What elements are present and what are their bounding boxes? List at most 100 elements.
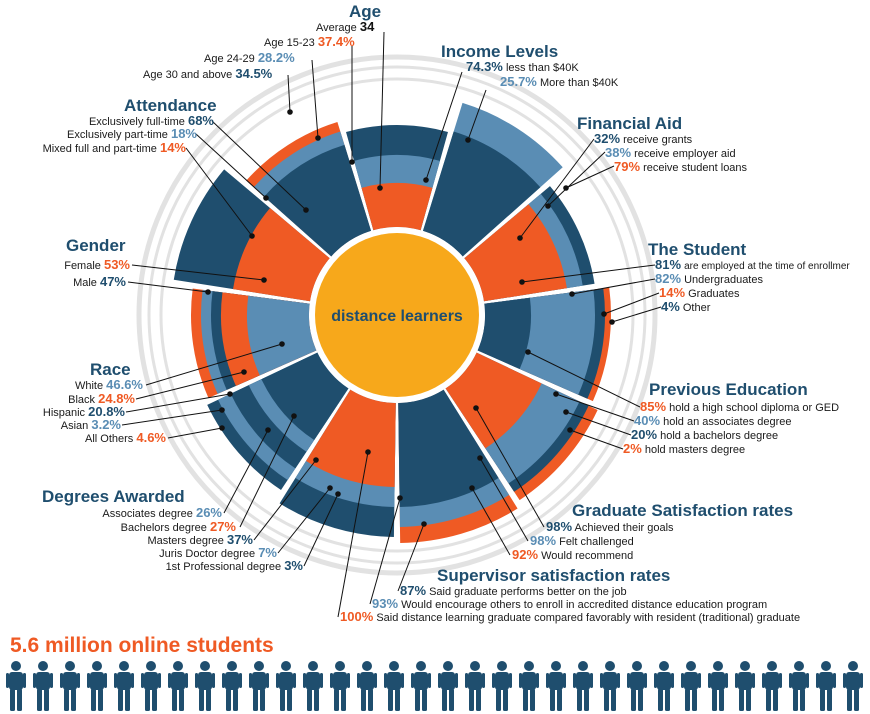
leader-line xyxy=(425,71,463,181)
person-head xyxy=(335,661,345,671)
person-head xyxy=(308,661,318,671)
wedge-segment xyxy=(445,352,542,449)
person-leg xyxy=(442,689,447,711)
person-torso xyxy=(252,672,266,690)
wedge-segment xyxy=(264,144,372,257)
gender-male-row: Male 47% xyxy=(73,275,126,290)
leader-dot xyxy=(553,391,559,397)
person-head xyxy=(227,661,237,671)
leader-line xyxy=(135,371,245,400)
leader-dot xyxy=(219,425,225,431)
category-title-income: Income Levels xyxy=(441,42,559,61)
item-label: Asian xyxy=(60,420,89,432)
person-torso xyxy=(846,672,860,690)
leader-line xyxy=(467,89,487,141)
person-icon xyxy=(600,661,620,711)
item-label: Age 24-29 xyxy=(204,53,255,65)
person-icon xyxy=(654,661,674,711)
age-15-23-row: Age 15-23 37.4% xyxy=(264,35,355,50)
person-arm xyxy=(357,673,360,688)
age-average-row: Average 34 xyxy=(316,20,374,35)
person-arm xyxy=(411,673,414,688)
person-leg xyxy=(692,689,697,711)
person-icon xyxy=(627,661,647,711)
item-label: 1st Professional degree xyxy=(165,561,282,573)
person-icon xyxy=(6,661,26,711)
center-circle xyxy=(315,233,479,397)
category-title-supervisor-satisfaction: Supervisor satisfaction rates xyxy=(437,566,671,585)
item-label: Exclusively part-time xyxy=(67,129,168,141)
person-arm xyxy=(438,673,441,688)
background-ring xyxy=(136,54,658,576)
person-leg xyxy=(172,689,177,711)
leader-line xyxy=(337,451,369,618)
item-value: 74.3% xyxy=(466,59,503,74)
person-torso xyxy=(117,672,131,690)
item-label: are employed at the time of enrollmer xyxy=(684,261,850,272)
person-torso xyxy=(333,672,347,690)
person-arm xyxy=(644,673,647,688)
leader-dot xyxy=(473,405,479,411)
person-arm xyxy=(455,673,458,688)
person-leg xyxy=(388,689,393,711)
person-arm xyxy=(185,673,188,688)
item-value: 2% xyxy=(623,441,642,456)
item-value: 20% xyxy=(631,427,658,442)
wedge-segment xyxy=(477,297,531,369)
category-title-degrees-awarded: Degrees Awarded xyxy=(42,487,185,506)
person-arm xyxy=(735,673,738,688)
person-leg xyxy=(631,689,636,711)
person-leg xyxy=(604,689,609,711)
person-torso xyxy=(198,672,212,690)
person-arm xyxy=(87,673,90,688)
person-leg xyxy=(712,689,717,711)
person-leg xyxy=(557,689,562,711)
leader-dot xyxy=(261,277,267,283)
person-arm xyxy=(671,673,674,688)
deg-professional-row: 1st Professional degree 3% xyxy=(166,559,303,574)
person-head xyxy=(524,661,534,671)
person-head xyxy=(146,661,156,671)
person-leg xyxy=(91,689,96,711)
person-icon xyxy=(114,661,134,711)
leader-line xyxy=(471,487,511,556)
person-torso xyxy=(414,672,428,690)
leader-dot xyxy=(365,449,371,455)
item-value: 3% xyxy=(284,558,303,573)
person-arm xyxy=(789,673,792,688)
student-employed-row: 81% are employed at the time of enrollme… xyxy=(655,258,870,273)
person-leg xyxy=(793,689,798,711)
person-torso xyxy=(765,672,779,690)
leader-line xyxy=(379,31,385,189)
person-leg xyxy=(314,689,319,711)
item-value: 38% xyxy=(605,145,632,160)
item-label: Achieved their goals xyxy=(574,522,674,534)
leader-line xyxy=(397,523,425,592)
person-head xyxy=(254,661,264,671)
item-label: Bachelors degree xyxy=(120,522,207,534)
item-label: Male xyxy=(73,277,97,289)
item-label: Masters degree xyxy=(147,535,224,547)
leader-dot xyxy=(609,319,615,325)
person-leg xyxy=(449,689,454,711)
leader-dot xyxy=(227,391,233,397)
wedge-segment xyxy=(233,208,330,302)
leader-dot xyxy=(567,427,573,433)
person-torso xyxy=(738,672,752,690)
person-leg xyxy=(496,689,501,711)
wedge-segment xyxy=(306,389,396,487)
person-arm xyxy=(249,673,252,688)
leader-line xyxy=(475,407,545,528)
leader-dot xyxy=(601,311,607,317)
leader-line xyxy=(121,409,223,426)
person-leg xyxy=(503,689,508,711)
person-icon xyxy=(681,661,701,711)
person-arm xyxy=(6,673,9,688)
item-label: Age 15-23 xyxy=(264,37,315,49)
wedge-segment xyxy=(398,389,499,507)
leader-dot xyxy=(335,491,341,497)
leader-dot xyxy=(315,135,321,141)
person-leg xyxy=(341,689,346,711)
leader-line xyxy=(167,427,223,439)
person-icon xyxy=(330,661,350,711)
